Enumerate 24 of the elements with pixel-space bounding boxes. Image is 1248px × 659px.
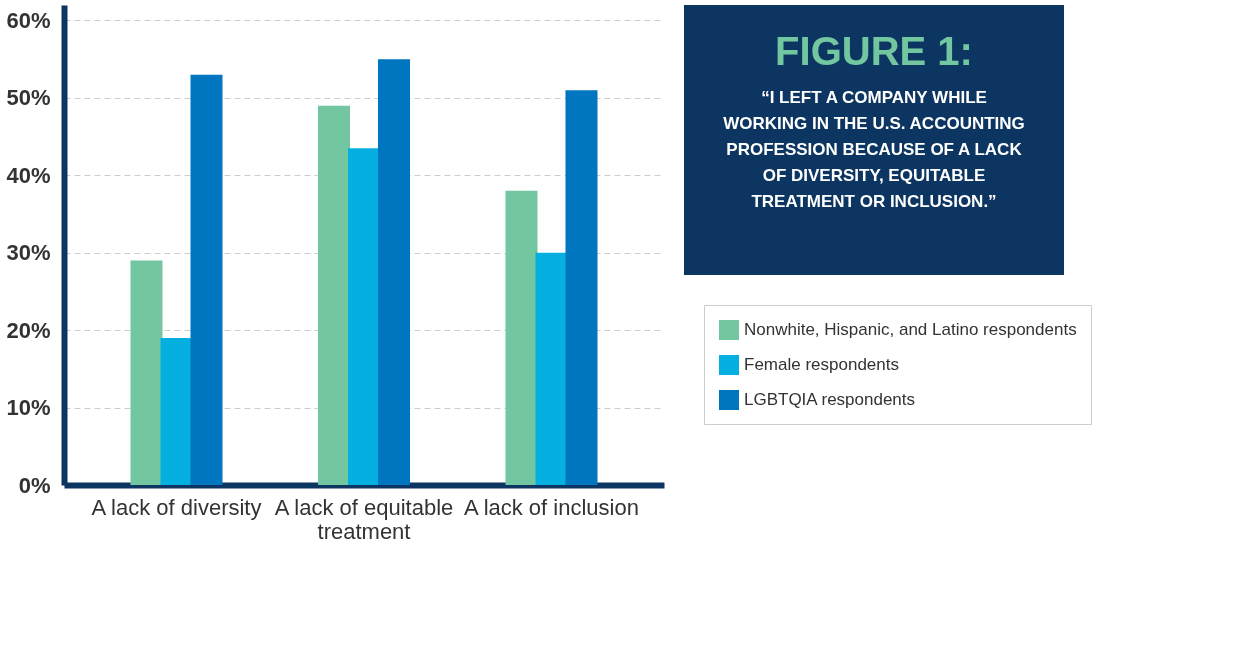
- bar: [160, 337, 193, 485]
- y-tick-label: 60%: [6, 7, 51, 33]
- legend-label: Nonwhite, Hispanic, and Latino respondents: [744, 320, 1077, 339]
- bar: [378, 59, 410, 485]
- y-tick-label: 50%: [6, 85, 51, 111]
- bar: [535, 252, 568, 485]
- x-tick-label: A lack of diversity: [91, 494, 262, 520]
- y-tick-label: 10%: [6, 395, 51, 421]
- x-tick-label: A lack of equitable treatment: [274, 494, 454, 544]
- text: “I LEFT A COMPANY WHILE WORKING IN THE U.S. ACCOUNTING PROFESSION BECAUSE OF A LACK OF DIVERSITY, EQUITABLE TREATMENT OR INCLUSION.”: [723, 88, 1025, 211]
- y-tick-label: 30%: [6, 240, 51, 266]
- legend-label: Female respondents: [744, 355, 899, 374]
- bar: [190, 74, 223, 485]
- bar: [505, 190, 538, 485]
- text: FIGURE 1:: [775, 29, 973, 73]
- bar: [130, 260, 163, 485]
- legend-label: LGBTQIA respondents: [744, 390, 916, 409]
- y-tick-label: 20%: [6, 317, 51, 343]
- x-tick-label: A lack of inclusion: [464, 494, 639, 520]
- bar: [348, 148, 380, 485]
- y-tick-label: 40%: [6, 162, 51, 188]
- bar: [565, 90, 598, 485]
- y-tick-label: 0%: [18, 472, 51, 498]
- bar: [318, 105, 350, 485]
